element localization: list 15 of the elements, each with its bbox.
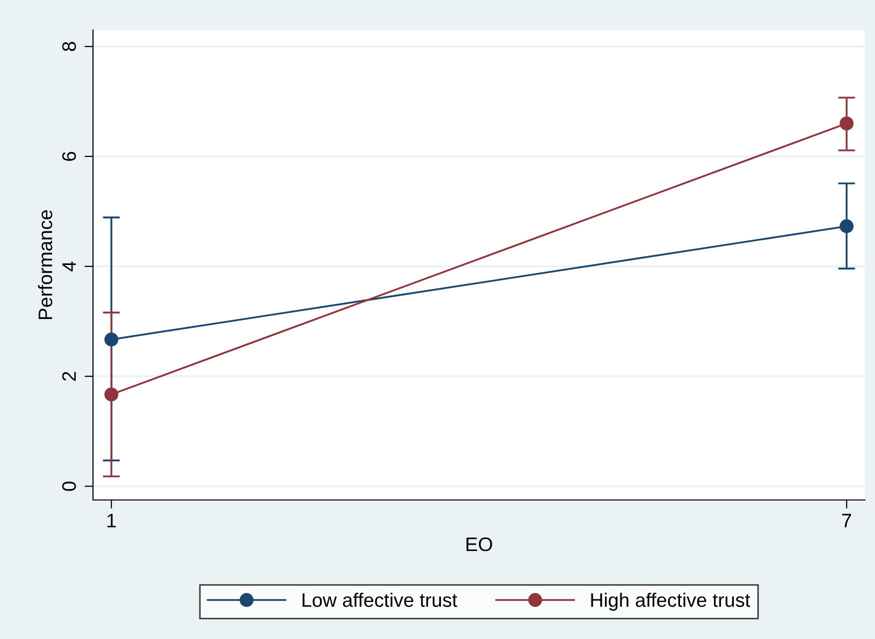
x-tick-label: 7 bbox=[842, 514, 852, 528]
legend-label: Low affective trust bbox=[302, 592, 458, 607]
point bbox=[840, 219, 854, 234]
point bbox=[104, 388, 118, 402]
y-tick-label: 2 bbox=[62, 372, 76, 381]
x-axis-title: EO bbox=[466, 537, 492, 552]
point bbox=[104, 332, 118, 346]
legend-label: High affective trust bbox=[591, 592, 750, 611]
y-axis-title: Performance bbox=[38, 210, 52, 320]
y-tick-label: 6 bbox=[62, 152, 76, 161]
y-tick-label: 8 bbox=[62, 42, 76, 52]
y-tick-label: 4 bbox=[62, 262, 76, 272]
x-tick-label: 1 bbox=[107, 514, 116, 528]
point bbox=[840, 116, 854, 130]
y-tick-label: 0 bbox=[62, 482, 76, 491]
